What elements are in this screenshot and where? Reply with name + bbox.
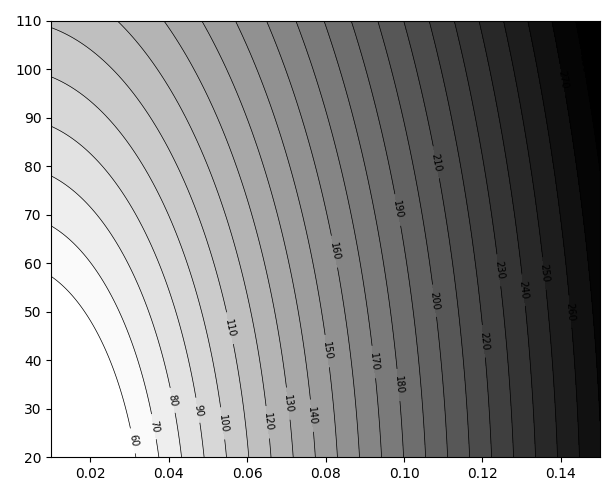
Text: 100: 100 [216,414,229,433]
Text: 90: 90 [192,403,204,417]
Text: 130: 130 [282,394,295,413]
Text: 270: 270 [557,69,569,90]
Text: 240: 240 [518,280,530,300]
Text: 280: 280 [577,53,590,73]
Text: 230: 230 [493,260,505,280]
Text: 170: 170 [368,352,380,372]
Text: 190: 190 [391,200,405,220]
Text: 200: 200 [429,291,441,310]
Text: 180: 180 [393,375,404,395]
Text: 210: 210 [430,152,443,172]
Text: 150: 150 [321,341,333,361]
Text: 260: 260 [565,302,576,321]
Text: 80: 80 [167,393,179,407]
Text: 110: 110 [223,318,237,338]
Text: 120: 120 [262,413,274,432]
Text: 60: 60 [127,434,139,448]
Text: 220: 220 [478,331,490,351]
Text: 160: 160 [328,242,341,261]
Text: 140: 140 [306,406,318,425]
Text: 70: 70 [148,420,160,434]
Text: 250: 250 [539,263,550,283]
